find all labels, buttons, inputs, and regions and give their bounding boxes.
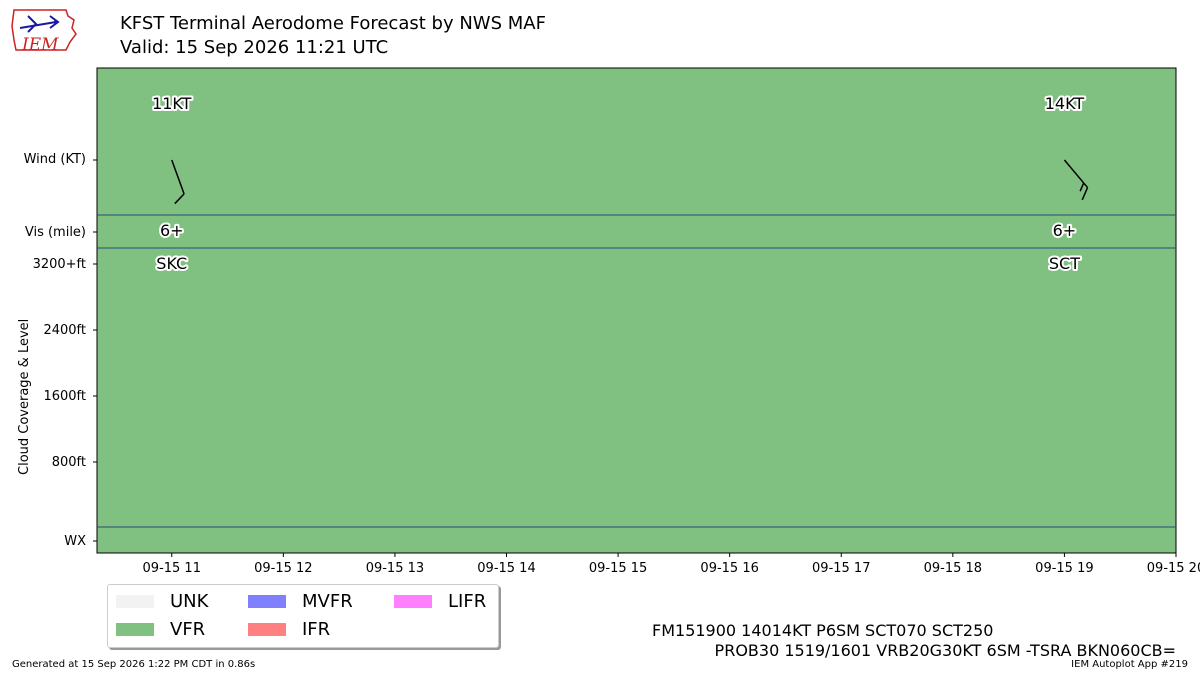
legend-swatch-mvfr: [248, 595, 286, 608]
y-label-cloud-2400: 2400ft: [43, 323, 86, 338]
wind-barb: [171, 159, 185, 205]
legend-label-unk: UNK: [170, 591, 209, 612]
footer-app: IEM Autoplot App #219: [1071, 659, 1188, 670]
legend-item-mvfr: MVFR: [248, 591, 353, 612]
x-tick-label: 09-15 12: [254, 561, 313, 576]
x-tick-label: 09-15 11: [142, 561, 201, 576]
legend-item-vfr: VFR: [116, 619, 205, 640]
y-label-cloud-800: 800ft: [51, 455, 86, 470]
wind-barb: [1063, 159, 1089, 201]
wind-speed-label: 11KT: [152, 94, 192, 113]
taf-text-line2: PROB30 1519/1601 VRB20G30KT 6SM -TSRA BK…: [714, 641, 1176, 660]
plot-area: [96, 67, 1177, 554]
x-tick-label: 09-15 16: [700, 561, 759, 576]
iem-logo: IEM: [10, 6, 78, 58]
forecast-period-0: 11KT 6+ SKC: [150, 92, 194, 275]
cloud-label: SKC: [156, 254, 187, 273]
y-label-vis: Vis (mile): [24, 225, 86, 240]
wind-speed-label: 14KT: [1045, 94, 1085, 113]
legend-label-ifr: IFR: [302, 619, 331, 640]
taf-text-line1: FM151900 14014KT P6SM SCT070 SCT250: [652, 621, 994, 640]
legend-item-ifr: IFR: [248, 619, 330, 640]
y-label-cloud-1600: 1600ft: [43, 389, 86, 404]
x-tick-label: 09-15 14: [477, 561, 536, 576]
y-label-cloud-3200: 3200+ft: [32, 257, 86, 272]
row-separators: [97, 214, 1176, 528]
legend-label-vfr: VFR: [170, 619, 206, 640]
x-axis-ticks: [171, 553, 1177, 557]
svg-text:IEM: IEM: [21, 35, 59, 55]
legend: UNK MVFR LIFR VFR IFR: [107, 584, 499, 648]
forecast-periods: 11KT 6+ SKC 14KT 6+ SCT: [150, 92, 1089, 275]
x-tick-label: 09-15 15: [588, 561, 648, 576]
legend-swatch-vfr: [116, 623, 154, 636]
vis-label: 6+: [1053, 221, 1077, 240]
chart-valid-time: Valid: 15 Sep 2026 11:21 UTC: [120, 37, 389, 58]
legend-swatch-lifr: [394, 595, 432, 608]
y-label-wind: Wind (KT): [23, 152, 86, 167]
legend-label-mvfr: MVFR: [302, 591, 353, 612]
legend-item-unk: UNK: [116, 591, 208, 612]
legend-swatch-unk: [116, 595, 154, 608]
y-axis-title-cloud: Cloud Coverage & Level: [17, 318, 32, 475]
y-axis-ticks: [93, 159, 97, 542]
x-tick-label: 09-15 13: [365, 561, 425, 576]
forecast-period-1: 14KT 6+ SCT: [1043, 92, 1089, 275]
x-tick-label: 09-15 18: [923, 561, 983, 576]
y-label-wx: WX: [64, 534, 86, 549]
iowa-outline-icon: IEM: [11, 9, 77, 55]
x-tick-label: 09-15 19: [1035, 561, 1094, 576]
vis-label: 6+: [160, 221, 184, 240]
legend-label-lifr: LIFR: [448, 591, 487, 612]
chart-title: KFST Terminal Aerodome Forecast by NWS M…: [120, 13, 546, 34]
x-tick-label: 09-15 20: [1146, 561, 1200, 576]
footer-generated: Generated at 15 Sep 2026 1:22 PM CDT in …: [12, 659, 256, 670]
cloud-label: SCT: [1049, 254, 1080, 273]
legend-item-lifr: LIFR: [394, 591, 486, 612]
x-tick-label: 09-15 17: [812, 561, 871, 576]
legend-swatch-ifr: [248, 623, 286, 636]
